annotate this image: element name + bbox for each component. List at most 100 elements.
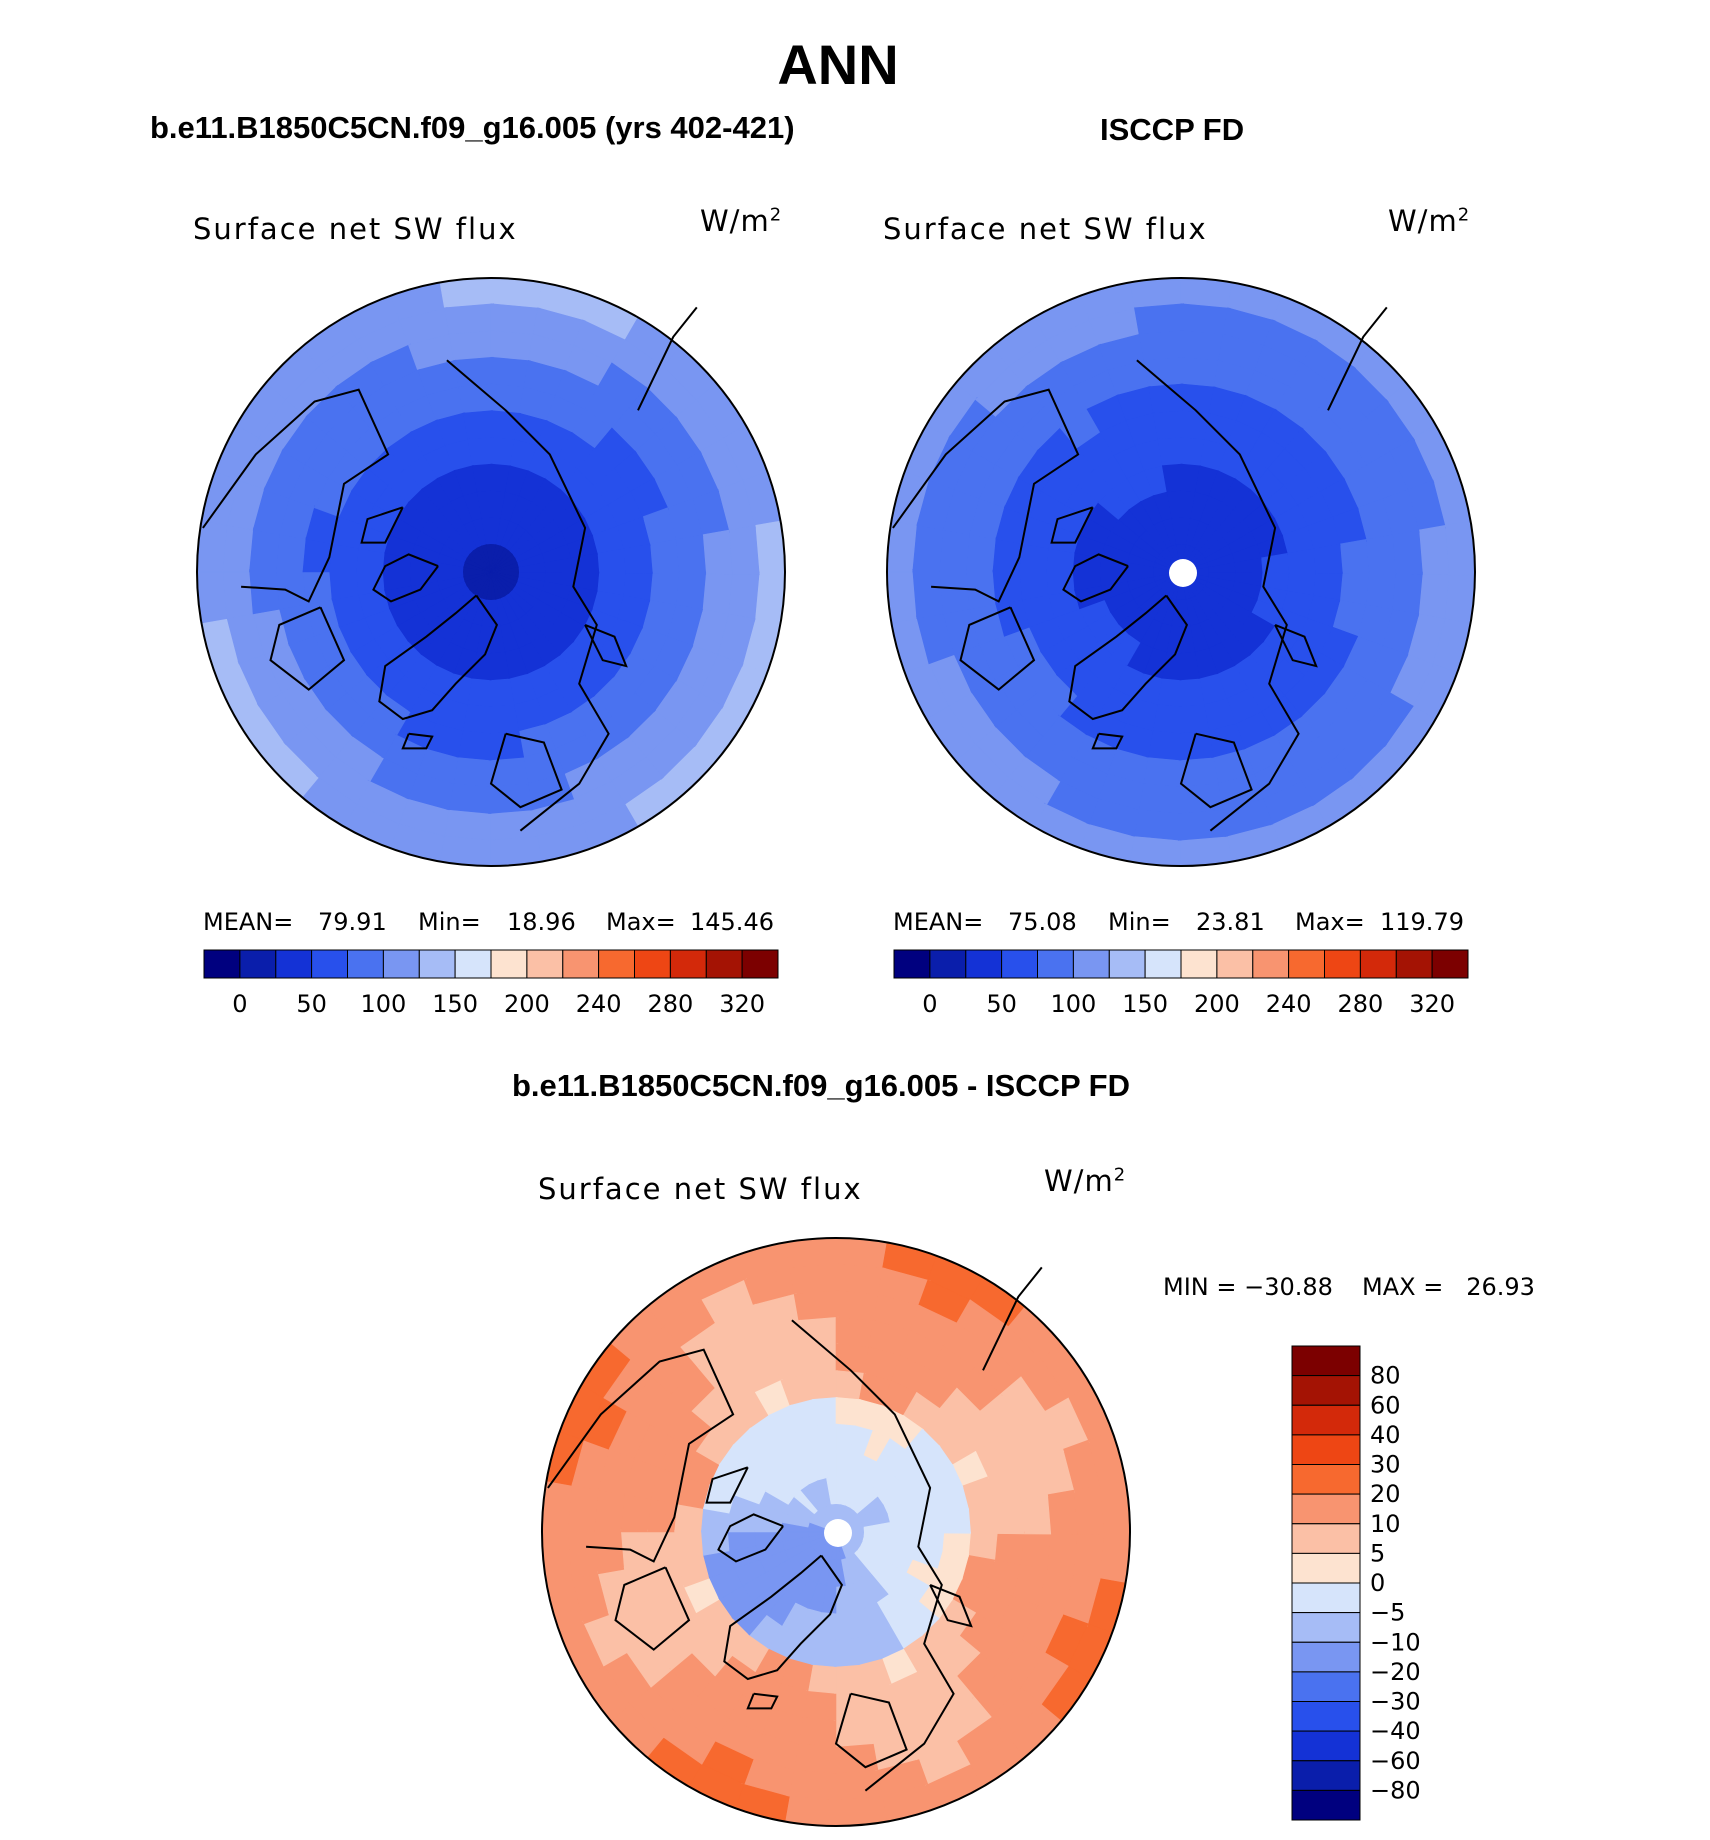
field-cell: [448, 330, 494, 362]
colorbar-swatch: [526, 949, 564, 979]
colorbar-tick-label: 40: [1370, 1421, 1401, 1449]
field-cell: [1131, 808, 1182, 841]
field-cell: [1152, 410, 1183, 441]
coastline: [929, 1583, 973, 1628]
colorbar-swatch: [203, 949, 241, 979]
field-cell: [793, 1290, 839, 1322]
colorbar-swatch: [1291, 1612, 1361, 1643]
coastline: [547, 1348, 735, 1563]
colorbar-swatch: [1291, 1345, 1361, 1377]
colorbar-swatch: [1144, 949, 1182, 979]
model-map-border: [196, 277, 786, 867]
field-cell: [222, 568, 255, 619]
colorbar-swatch: [1180, 949, 1218, 979]
field-cell: [807, 1370, 838, 1401]
field-cell: [992, 569, 1024, 606]
field-cell: [1312, 543, 1343, 574]
colorbar-tick-label: 50: [986, 990, 1017, 1018]
colorbar-tick-label: −30: [1370, 1688, 1421, 1716]
colorbar-swatch: [705, 949, 743, 979]
coastline: [892, 388, 1080, 603]
obs-units-exponent: 2: [1457, 204, 1471, 226]
obs-max-label: Max=: [1295, 908, 1365, 936]
coastline: [1274, 623, 1318, 668]
coastline: [637, 306, 698, 411]
colorbar-swatch: [1291, 1464, 1361, 1495]
colorbar-swatch: [1291, 1760, 1361, 1791]
model-mean-value: 79.91: [318, 908, 387, 936]
colorbar-swatch: [1037, 949, 1074, 979]
field-cell: [789, 1263, 840, 1296]
colorbar-tick-label: 100: [360, 990, 406, 1018]
colorbar-swatch: [634, 949, 671, 979]
field-cell: [441, 808, 492, 841]
colorbar-tick-label: 320: [1409, 990, 1455, 1018]
field-cell: [1179, 703, 1210, 734]
obs-units-label: W/m2: [1388, 204, 1470, 238]
model-max-label: Max=: [606, 908, 676, 936]
coastline: [1091, 732, 1124, 750]
coastline: [1050, 506, 1094, 544]
field-cell: [490, 566, 520, 573]
model-max-value: 145.46: [690, 908, 774, 936]
field-cell: [939, 569, 971, 615]
obs-min-label: Min=: [1108, 908, 1171, 936]
model-colorbar: 0 50 100 150 200 240 280 320: [203, 949, 779, 1018]
field-cell: [1177, 808, 1228, 841]
colorbar-tick-label: 150: [432, 990, 478, 1018]
field-cell: [835, 1263, 886, 1296]
field-cell: [727, 525, 760, 576]
obs-mean-label: MEAN=: [893, 908, 984, 936]
diff-coastlines: [547, 1266, 1043, 1792]
colorbar-tick-label: 200: [1194, 990, 1240, 1018]
model-coastlines: [202, 306, 698, 832]
obs-field: [887, 278, 1475, 866]
colorbar-swatch: [275, 949, 313, 979]
field-cell: [594, 1529, 626, 1575]
colorbar-swatch: [669, 949, 707, 979]
field-cell: [1364, 534, 1397, 575]
diff-panel-title: b.e11.B1850C5CN.f09_g16.005 - ISCCP FD: [512, 1068, 1131, 1103]
colorbar-swatch: [1431, 949, 1469, 979]
diff-units-exponent: 2: [1113, 1164, 1127, 1186]
colorbar-tick-label: 30: [1370, 1451, 1401, 1479]
coastline: [1327, 306, 1388, 411]
field-cell: [222, 522, 255, 573]
field-cell: [701, 529, 733, 575]
coastline: [1068, 594, 1189, 721]
coastline: [959, 606, 1036, 691]
coastline: [401, 732, 434, 750]
colorbar-tick-label: 10: [1370, 1510, 1401, 1538]
coastline: [717, 1513, 784, 1563]
coastline: [1179, 732, 1253, 809]
colorbar-swatch: [1216, 949, 1254, 979]
obs-colorbar: 0 50 100 150 200 240 280 320: [893, 949, 1469, 1018]
coastline: [489, 732, 563, 809]
colorbar-tick-label: 240: [1266, 990, 1312, 1018]
field-cell: [302, 569, 334, 606]
colorbar-swatch: [1359, 949, 1397, 979]
diff-max-text: MAX = 26.93: [1362, 1273, 1535, 1301]
colorbar-swatch: [1324, 949, 1361, 979]
model-units-text: W/m: [700, 204, 770, 238]
colorbar-tick-label: 0: [1370, 1569, 1385, 1597]
field-cell: [967, 1503, 998, 1534]
diff-units-text: W/m: [1044, 1164, 1114, 1198]
field-cell: [567, 1528, 600, 1579]
colorbar-swatch: [1288, 949, 1325, 979]
field-cell: [1072, 1531, 1105, 1582]
colorbar-swatch: [311, 949, 349, 979]
field-cell: [1134, 303, 1185, 336]
colorbar-swatch: [1291, 1701, 1361, 1732]
field-cell: [834, 1663, 865, 1694]
colorbar-tick-label: 100: [1050, 990, 1096, 1018]
colorbar-swatch: [490, 949, 528, 979]
colorbar-tick-label: −10: [1370, 1628, 1421, 1656]
field-cell: [832, 1768, 883, 1801]
page-title: ANN: [777, 33, 899, 96]
field-cell: [1019, 1494, 1052, 1535]
colorbar-swatch: [1291, 1582, 1361, 1614]
field-cell: [1072, 1485, 1105, 1536]
field-cell: [674, 1530, 705, 1561]
